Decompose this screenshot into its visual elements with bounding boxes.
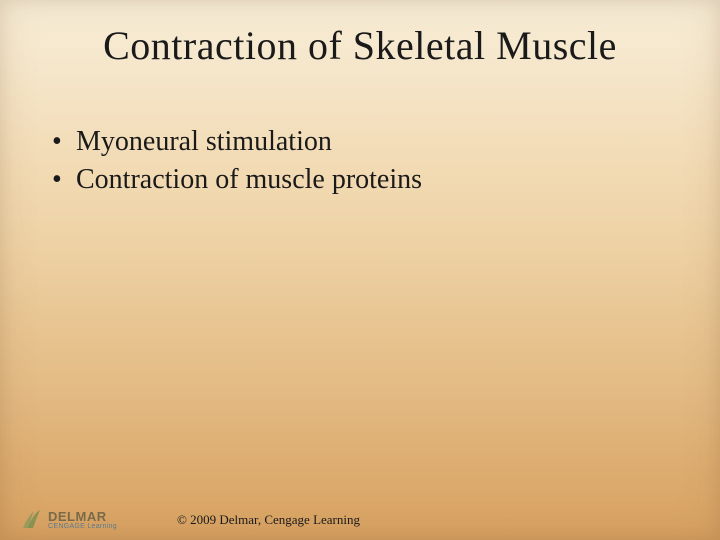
- bullet-item: Contraction of muscle proteins: [48, 161, 672, 199]
- copyright-text: © 2009 Delmar, Cengage Learning: [177, 512, 360, 528]
- slide-footer: DELMAR CENGAGE Learning © 2009 Delmar, C…: [20, 508, 700, 532]
- delmar-logo-icon: [20, 508, 44, 532]
- slide-title: Contraction of Skeletal Muscle: [0, 0, 720, 69]
- logo-main-text: DELMAR: [48, 510, 117, 523]
- bullet-list: Myoneural stimulation Contraction of mus…: [48, 123, 672, 199]
- logo-container: DELMAR CENGAGE Learning: [20, 508, 117, 532]
- logo-text: DELMAR CENGAGE Learning: [48, 510, 117, 530]
- slide-container: Contraction of Skeletal Muscle Myoneural…: [0, 0, 720, 540]
- slide-content: Myoneural stimulation Contraction of mus…: [0, 69, 720, 199]
- logo-sub-text: CENGAGE Learning: [48, 523, 117, 530]
- bullet-item: Myoneural stimulation: [48, 123, 672, 161]
